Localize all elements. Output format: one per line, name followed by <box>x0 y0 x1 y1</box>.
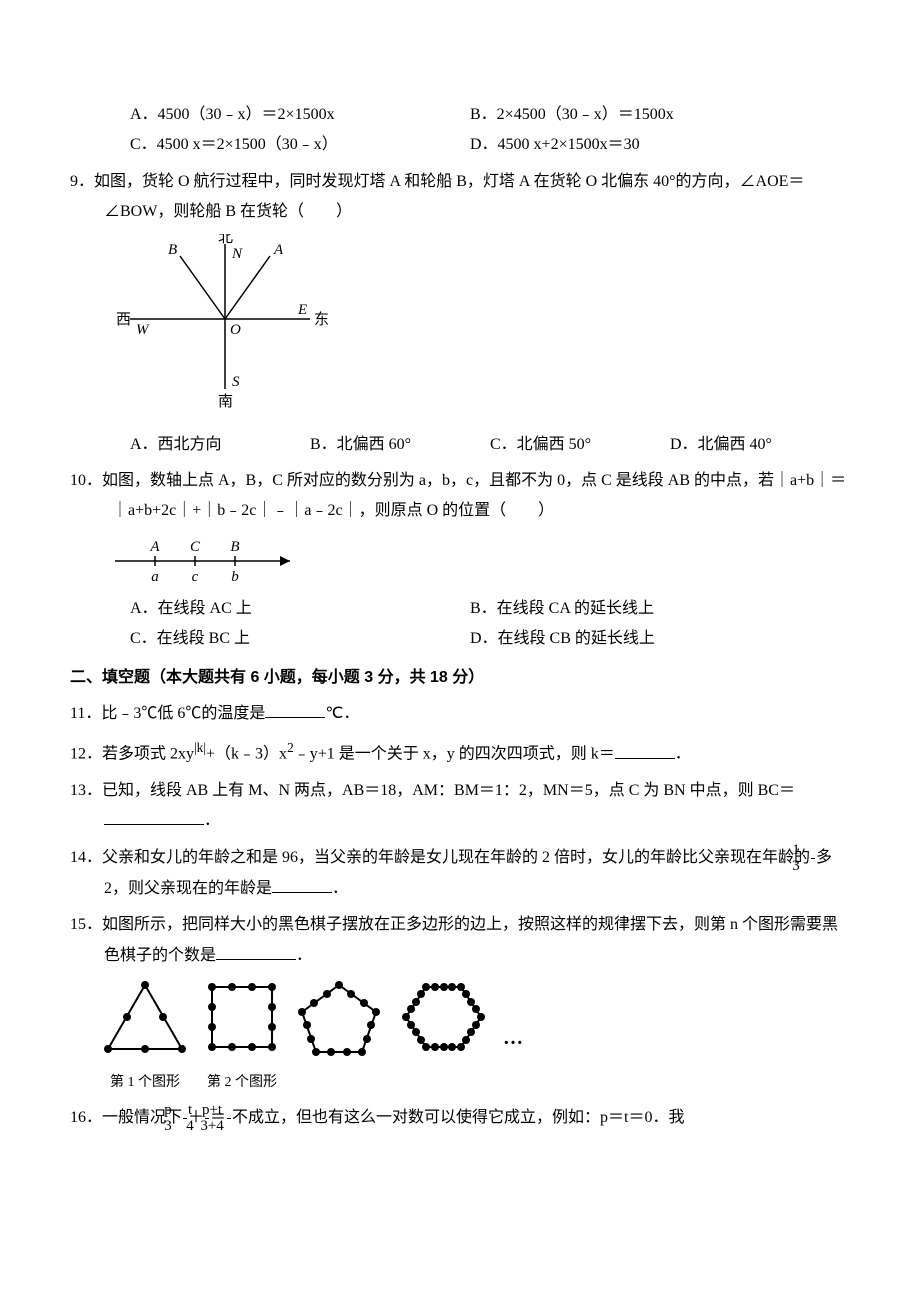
nl-b: b <box>231 569 239 585</box>
q8-opt-b: B．2×4500（30﹣x）＝1500x <box>470 100 790 130</box>
poly1-caption: 第 1 个图形 <box>100 1070 190 1097</box>
q11: 11．比﹣3℃低 6℃的温度是 ℃． <box>70 699 850 729</box>
poly-1: 第 1 个图形 <box>100 977 190 1097</box>
q15: 15．如图所示，把同样大小的黑色棋子摆放在正多边形的边上，按照这样的规律摆下去，… <box>70 910 850 971</box>
q9-figure: B A N 北 S 南 W 西 E 东 O <box>110 234 850 424</box>
lbl-S: 南 <box>218 393 233 410</box>
q12-mid: +（k﹣3）x <box>206 746 287 763</box>
q11-pre: 11．比﹣3℃低 6℃的温度是 <box>70 705 265 722</box>
nl-c: c <box>192 569 199 585</box>
opt-text: C．4500 x＝2×1500（30﹣x） <box>130 136 338 153</box>
opt-text: B．2×4500（30﹣x）＝1500x <box>470 106 674 123</box>
q13-text: 13．已知，线段 AB 上有 M、N 两点，AB＝18，AM：BM＝1：2，MN… <box>70 782 795 799</box>
q9-options: A．西北方向 B．北偏西 60° C．北偏西 50° D．北偏西 40° <box>70 430 850 460</box>
poly2-caption: 第 2 个图形 <box>202 1070 282 1097</box>
lbl-Echar: E <box>297 302 307 318</box>
q8-options: A．4500（30﹣x）＝2×1500x B．2×4500（30﹣x）＝1500… <box>70 100 850 130</box>
nl-C: C <box>190 539 201 555</box>
q9-opt-b: B．北偏西 60° <box>310 430 470 460</box>
q10-opt-a: A．在线段 AC 上 <box>130 594 450 624</box>
q15-pre: 15．如图所示，把同样大小的黑色棋子摆放在正多边形的边上，按照这样的规律摆下去，… <box>70 916 838 963</box>
nl-B: B <box>230 539 239 555</box>
lbl-Nchar: N <box>231 246 243 262</box>
q12: 12．若多项式 2xy|k|+（k﹣3）x2﹣y+1 是一个关于 x，y 的四次… <box>70 735 850 770</box>
poly-3 <box>294 977 384 1097</box>
q15-end: ． <box>296 947 312 964</box>
q8-opt-c: C．4500 x＝2×1500（30﹣x） <box>130 130 450 160</box>
q14-blank <box>272 875 332 893</box>
q16-post: 不成立，但也有这么一对数可以使得它成立，例如：p＝t＝0．我 <box>232 1109 684 1126</box>
q13-end: ． <box>204 812 220 829</box>
lbl-A: A <box>273 242 284 258</box>
poly4-caption <box>396 1070 491 1097</box>
q12-sup: |k| <box>194 740 206 755</box>
lbl-O: O <box>230 322 241 338</box>
section2-header: 二、填空题（本大题共有 6 小题，每小题 3 分，共 18 分） <box>70 663 850 693</box>
q9-opt-d: D．北偏西 40° <box>670 430 830 460</box>
nl-a: a <box>151 569 159 585</box>
lbl-Wchar: W <box>136 322 150 338</box>
q14-end: ． <box>332 880 348 897</box>
q14: 14．父亲和女儿的年龄之和是 96，当父亲的年龄是女儿现在年龄的 2 倍时，女儿… <box>70 843 850 904</box>
q8-options-2: C．4500 x＝2×1500（30﹣x） D．4500 x+2×1500x＝3… <box>70 130 850 160</box>
q12-pre: 12．若多项式 2xy <box>70 746 194 763</box>
q16-f3: p+t3+4 <box>227 1103 231 1134</box>
q10-options-2: C．在线段 BC 上 D．在线段 CB 的延长线上 <box>70 624 850 654</box>
q12-post: ﹣y+1 是一个关于 x，y 的四次四项式，则 k＝ <box>294 746 615 763</box>
poly-2: 第 2 个图形 <box>202 977 282 1097</box>
q10-options: A．在线段 AC 上 B．在线段 CA 的延长线上 <box>70 594 850 624</box>
q10-opt-c: C．在线段 BC 上 <box>130 624 450 654</box>
lbl-N: 北 <box>218 234 233 246</box>
q15-figures: 第 1 个图形 第 2 个图形 <box>100 977 850 1097</box>
q10-opt-d: D．在线段 CB 的延长线上 <box>470 624 790 654</box>
lbl-Schar: S <box>232 374 240 390</box>
lbl-B: B <box>168 242 177 258</box>
opt-text: D．4500 x+2×1500x＝30 <box>470 136 640 153</box>
nl-A: A <box>149 539 160 555</box>
q12-blank <box>615 741 675 759</box>
q14-pre: 14．父亲和女儿的年龄之和是 96，当父亲的年龄是女儿现在年龄的 2 倍时，女儿… <box>70 849 810 866</box>
q13: 13．已知，线段 AB 上有 M、N 两点，AB＝18，AM：BM＝1：2，MN… <box>70 776 850 837</box>
poly-4 <box>396 977 491 1097</box>
q11-unit: ℃． <box>325 705 359 722</box>
q12-end: ． <box>675 746 691 763</box>
q11-blank <box>265 700 325 718</box>
lbl-W: 西 <box>116 312 131 328</box>
q9-stem: 9．如图，货轮 O 航行过程中，同时发现灯塔 A 和轮船 B，灯塔 A 在货轮 … <box>70 167 850 228</box>
q9-opt-c: C．北偏西 50° <box>490 430 650 460</box>
opt-text: A．4500（30﹣x）＝2×1500x <box>130 106 335 123</box>
q10-figure: A C B a c b <box>110 533 850 588</box>
poly3-caption <box>294 1070 384 1097</box>
poly-ellipsis: … <box>503 1019 523 1097</box>
q10-stem: 10．如图，数轴上点 A，B，C 所对应的数分别为 a，b，c，且都不为 0，点… <box>70 466 850 527</box>
q9-opt-a: A．西北方向 <box>130 430 290 460</box>
q16: 16．一般情况下p3＋t4＝p+t3+4不成立，但也有这么一对数可以使得它成立，… <box>70 1103 850 1134</box>
q12-sup2: 2 <box>287 740 294 755</box>
q10-opt-b: B．在线段 CA 的延长线上 <box>470 594 790 624</box>
q15-blank <box>216 942 296 960</box>
lbl-E: 东 <box>314 311 329 328</box>
q13-blank <box>104 808 204 826</box>
q8-opt-d: D．4500 x+2×1500x＝30 <box>470 130 790 160</box>
q8-opt-a: A．4500（30﹣x）＝2×1500x <box>130 100 450 130</box>
q14-frac: 13 <box>811 843 815 874</box>
